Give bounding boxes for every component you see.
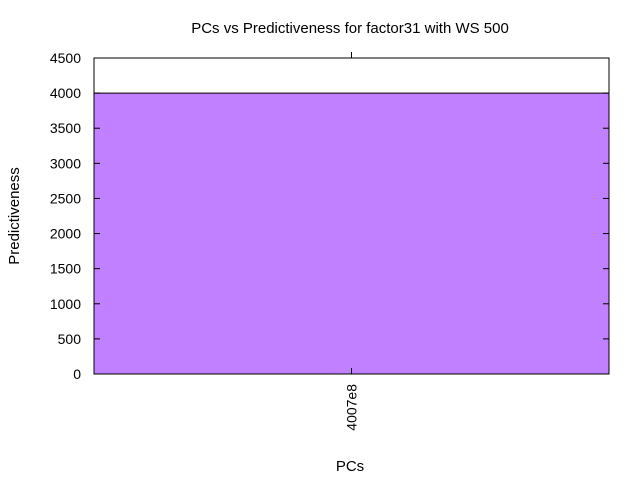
x-tick-label: 4007e8 bbox=[344, 384, 360, 431]
bar bbox=[93, 92, 610, 375]
x-axis-title: PCs bbox=[336, 458, 364, 475]
y-tick-label: 4500 bbox=[50, 50, 81, 66]
y-tick-label: 3000 bbox=[50, 155, 81, 171]
y-tick-label: 4000 bbox=[50, 85, 81, 101]
y-tick-label: 2000 bbox=[50, 226, 81, 242]
y-tick-label: 500 bbox=[58, 331, 82, 347]
y-tick-label: 1500 bbox=[50, 261, 81, 277]
y-tick-label: 1000 bbox=[50, 296, 81, 312]
y-tick-label: 0 bbox=[73, 366, 81, 382]
chart-title: PCs vs Predictiveness for factor31 with … bbox=[191, 20, 509, 37]
plot-area: 0 500 1000 1500 2000 2500 3000 3500 4000 4500 4007… bbox=[50, 50, 610, 431]
y-axis-title: Predictiveness bbox=[6, 167, 23, 265]
y-tick-label: 2500 bbox=[50, 190, 81, 206]
y-tick-label: 3500 bbox=[50, 120, 81, 136]
